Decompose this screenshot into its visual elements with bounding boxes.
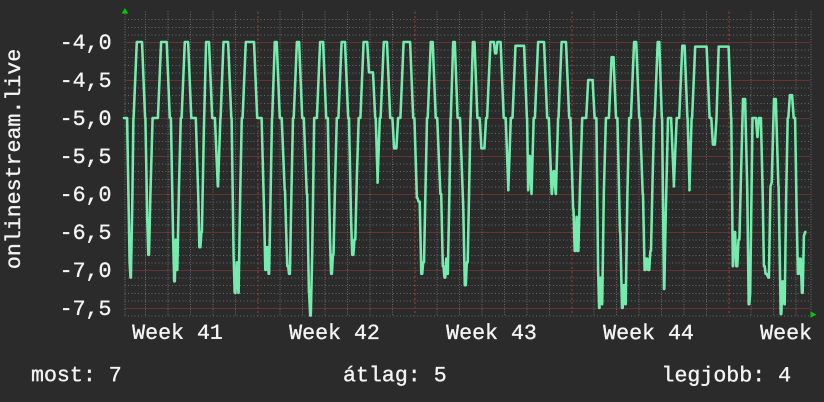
svg-text:Week 44: Week 44 <box>603 322 694 346</box>
svg-text:Week 41: Week 41 <box>132 322 223 346</box>
svg-text:átlag: 5: átlag: 5 <box>343 364 447 388</box>
svg-text:-7,0: -7,0 <box>60 260 112 284</box>
svg-text:Week 43: Week 43 <box>446 322 537 346</box>
svg-text:-6,0: -6,0 <box>60 184 112 208</box>
svg-text:onlinestream.live: onlinestream.live <box>3 49 27 269</box>
svg-text:Week 45: Week 45 <box>760 322 824 346</box>
svg-text:legjobb: 4: legjobb: 4 <box>661 364 791 388</box>
svg-text:-5,5: -5,5 <box>60 146 112 170</box>
svg-text:-5,0: -5,0 <box>60 108 112 132</box>
svg-text:most: 7: most: 7 <box>31 364 122 388</box>
svg-text:Week 42: Week 42 <box>289 322 380 346</box>
svg-text:-4,0: -4,0 <box>60 32 112 56</box>
svg-text:-4,5: -4,5 <box>60 70 112 94</box>
svg-text:-7,5: -7,5 <box>60 298 112 322</box>
svg-text:-6,5: -6,5 <box>60 222 112 246</box>
